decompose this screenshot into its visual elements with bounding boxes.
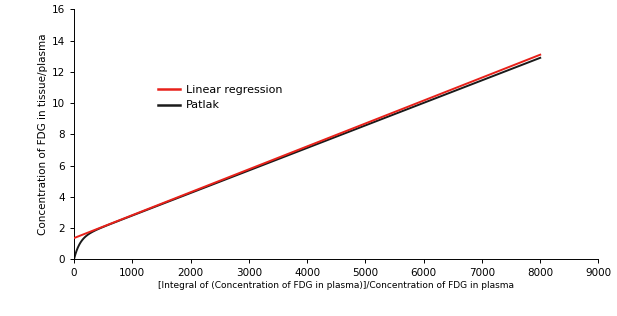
Patlak [537,56,544,60]
Patlak [269,159,276,163]
Linear regression [151,204,159,208]
Line: Patlak: Patlak [74,58,540,259]
Patlak [70,257,78,261]
Linear regression [528,57,535,60]
Linear regression [269,158,276,162]
Patlak [528,59,535,63]
Linear regression [537,53,544,57]
Line: Linear regression: Linear regression [74,55,540,238]
Patlak [151,205,159,209]
Legend: Linear regression, Patlak: Linear regression, Patlak [159,85,283,111]
Linear regression [70,236,78,240]
Patlak [123,216,131,219]
Linear regression [249,166,257,170]
Linear regression [477,76,484,80]
Linear regression [123,215,131,219]
Patlak [477,79,484,83]
X-axis label: [Integral of (Concentration of FDG in plasma)]/Concentration of FDG in plasma: [Integral of (Concentration of FDG in pl… [159,281,514,290]
Patlak [249,167,257,171]
Y-axis label: Concentration of FDG in tissue/plasma: Concentration of FDG in tissue/plasma [38,33,48,235]
